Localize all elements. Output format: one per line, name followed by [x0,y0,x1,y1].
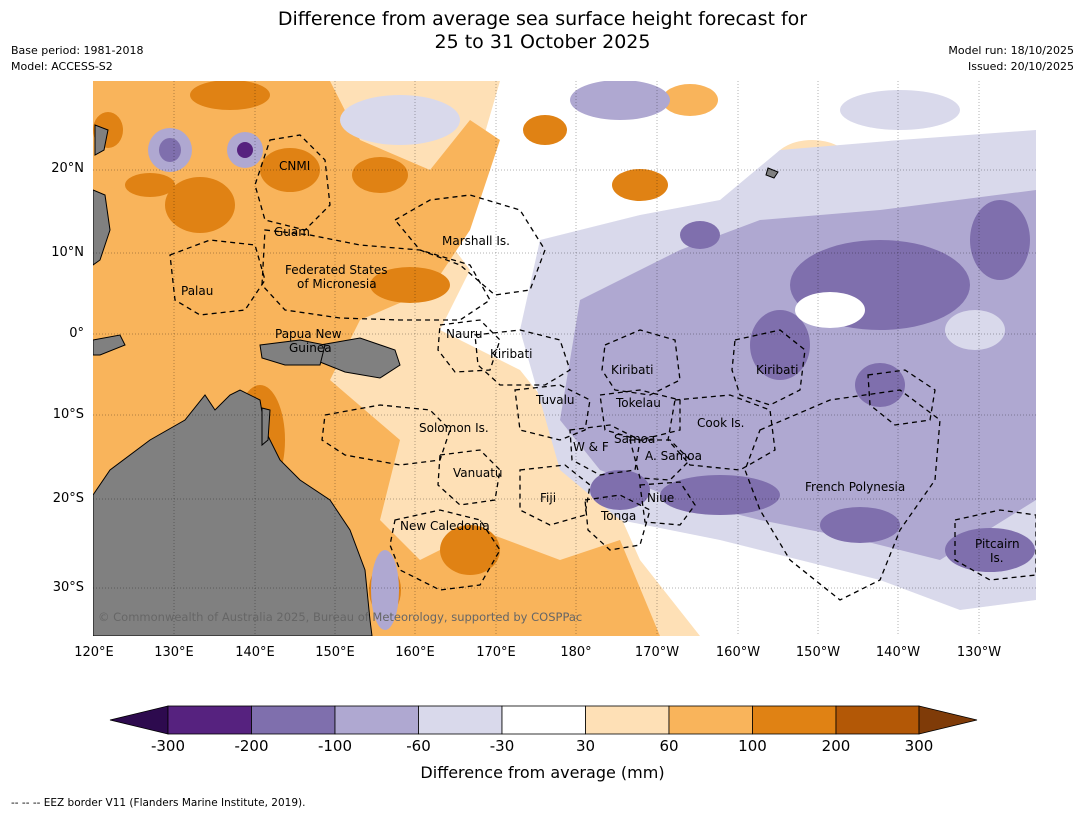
lat-tick-label: 10°S [52,407,84,422]
map-title: Difference from average sea surface heig… [0,8,1085,54]
run-info-right: Model run: 18/10/2025 Issued: 20/10/2025 [948,43,1074,75]
colorbar-segment [418,705,503,735]
colorbar-segment [501,705,586,735]
lat-tick-label: 20°N [51,161,84,176]
place-label-palau: Palau [181,284,214,298]
place-label-kiribati-east: Kiribati [756,363,799,377]
lat-tick-label: 0° [69,326,84,341]
lat-tick-label: 30°S [52,580,84,595]
lon-tick-label: 130°W [956,645,1002,660]
sulawesi-land [93,334,126,356]
negative-anomaly-field [148,81,1036,630]
run-info-left: Base period: 1981-2018 Model: ACCESS-S2 [11,43,143,75]
colorbar-segment [251,705,336,735]
lon-tick-label: 170°W [634,645,680,660]
copyright-notice: © Commonwealth of Australia 2025, Bureau… [98,610,583,624]
colorbar-segment [835,705,920,735]
colorbar-segment [334,705,419,735]
colorbar-tick-label: 200 [821,737,851,755]
hawaii-land [765,167,779,179]
lat-tick-label: 10°N [51,245,84,260]
lon-tick-label: 160°E [395,645,435,660]
colorbar-segment [668,705,753,735]
land [93,124,779,636]
place-label-samoa: Samoa [614,432,656,446]
colorbar-min-extension [109,705,169,735]
place-label-cook-islands: Cook Is. [697,416,745,430]
place-label-niue: Niue [647,491,675,505]
new-guinea-west-land [259,339,326,366]
base-period: Base period: 1981-2018 [11,44,144,57]
colorbar-tick-label: -200 [234,737,269,755]
colorbar-tick-label: 30 [575,737,596,755]
place-label-marshall-islands: Marshall Is. [442,234,510,248]
graticule [93,81,1036,636]
colorbar-tick-label: -30 [489,737,515,755]
lon-tick-label: 140°W [875,645,921,660]
place-label-vanuatu: Vanuatu [453,466,503,480]
lon-tick-label: 160°W [715,645,761,660]
lon-tick-label: 150°E [315,645,355,660]
place-label-png-line2: Guinea [289,341,332,355]
taiwan-land [94,124,109,156]
place-label-png-line1: Papua New [275,327,342,341]
place-label-tonga: Tonga [601,509,637,523]
place-label-french-polynesia: French Polynesia [805,480,906,494]
model-name: Model: ACCESS-S2 [11,60,113,73]
place-label-pitcairn-line1: Pitcairn [975,537,1020,551]
colorbar-segment [752,705,837,735]
cape-york-land [261,407,271,447]
place-label-micronesia-line2: of Micronesia [297,277,377,291]
colorbar-tick-label: -300 [150,737,186,755]
place-label-micronesia-line1: Federated States [285,263,388,277]
colorbar-segment [585,705,670,735]
model-run: Model run: 18/10/2025 [948,44,1074,57]
place-label-nauru: Nauru [446,327,483,341]
place-label-pitcairn-line2: Is. [990,551,1004,565]
title-line-2: 25 to 31 October 2025 [434,31,651,53]
place-label-cnmi: CNMI [279,159,311,173]
place-label-fiji: Fiji [540,491,557,505]
colorbar-tick-label: 300 [904,737,934,755]
place-label-new-caledonia: New Caledonia [400,519,490,533]
place-label-tuvalu: Tuvalu [536,393,575,407]
place-label-kiribati-central: Kiribati [611,363,654,377]
place-label-solomon-islands: Solomon Is. [419,421,489,435]
colorbar-segment [167,705,252,735]
colorbar-tick-label: -100 [317,737,353,755]
eez-footnote: -- -- -- EEZ border V11 (Flanders Marine… [11,797,306,809]
place-label-tokelau: Tokelau [616,396,661,410]
colorbar-title: Difference from average (mm) [420,763,665,782]
philippines-land [93,189,111,266]
lon-tick-label: 170°E [476,645,516,660]
place-label-kiribati-west: Kiribati [490,347,533,361]
colorbar-tick-label: 60 [659,737,679,755]
lon-tick-label: 130°E [154,645,194,660]
lon-tick-label: 150°W [795,645,841,660]
colorbar-max-extension [918,705,978,735]
place-label-wallis-futuna: W & F [573,440,609,454]
map-field [93,81,1036,636]
lat-tick-label: 20°S [52,491,84,506]
place-label-guam: Guam [274,225,310,239]
colorbar [109,705,978,735]
lon-tick-label: 120°E [74,645,114,660]
title-line-1: Difference from average sea surface heig… [277,8,808,30]
lon-tick-label: 180° [560,645,592,660]
lon-tick-label: 140°E [235,645,275,660]
eez-borders [169,134,1036,601]
new-guinea-east-land [319,337,401,379]
colorbar-tick-label: 100 [738,737,767,755]
issued-date: Issued: 20/10/2025 [967,60,1074,73]
place-label-american-samoa: A. Samoa [645,449,702,463]
colorbar-tick-label: -60 [406,737,431,755]
